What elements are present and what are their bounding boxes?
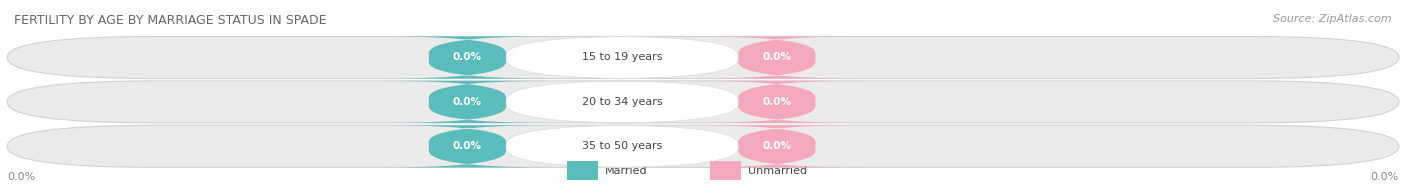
FancyBboxPatch shape (385, 36, 550, 79)
Text: 0.0%: 0.0% (762, 97, 792, 107)
FancyBboxPatch shape (7, 125, 1399, 167)
Text: 35 to 50 years: 35 to 50 years (582, 141, 662, 151)
FancyBboxPatch shape (506, 81, 738, 123)
Text: 0.0%: 0.0% (762, 141, 792, 151)
Text: Unmarried: Unmarried (748, 165, 807, 176)
FancyBboxPatch shape (385, 81, 550, 123)
FancyBboxPatch shape (695, 36, 859, 79)
FancyBboxPatch shape (506, 125, 738, 167)
FancyBboxPatch shape (567, 161, 598, 180)
Text: 15 to 19 years: 15 to 19 years (582, 53, 662, 63)
Text: Source: ZipAtlas.com: Source: ZipAtlas.com (1274, 14, 1392, 24)
Text: 0.0%: 0.0% (7, 172, 35, 182)
FancyBboxPatch shape (385, 125, 550, 167)
Text: Married: Married (605, 165, 647, 176)
Text: 0.0%: 0.0% (1371, 172, 1399, 182)
FancyBboxPatch shape (7, 36, 1399, 79)
Text: 20 to 34 years: 20 to 34 years (582, 97, 662, 107)
Text: 0.0%: 0.0% (762, 53, 792, 63)
Text: 0.0%: 0.0% (453, 141, 482, 151)
FancyBboxPatch shape (506, 36, 738, 79)
FancyBboxPatch shape (7, 81, 1399, 123)
Text: 0.0%: 0.0% (453, 53, 482, 63)
Text: FERTILITY BY AGE BY MARRIAGE STATUS IN SPADE: FERTILITY BY AGE BY MARRIAGE STATUS IN S… (14, 14, 326, 27)
FancyBboxPatch shape (695, 81, 859, 123)
Text: 0.0%: 0.0% (453, 97, 482, 107)
FancyBboxPatch shape (695, 125, 859, 167)
FancyBboxPatch shape (710, 161, 741, 180)
